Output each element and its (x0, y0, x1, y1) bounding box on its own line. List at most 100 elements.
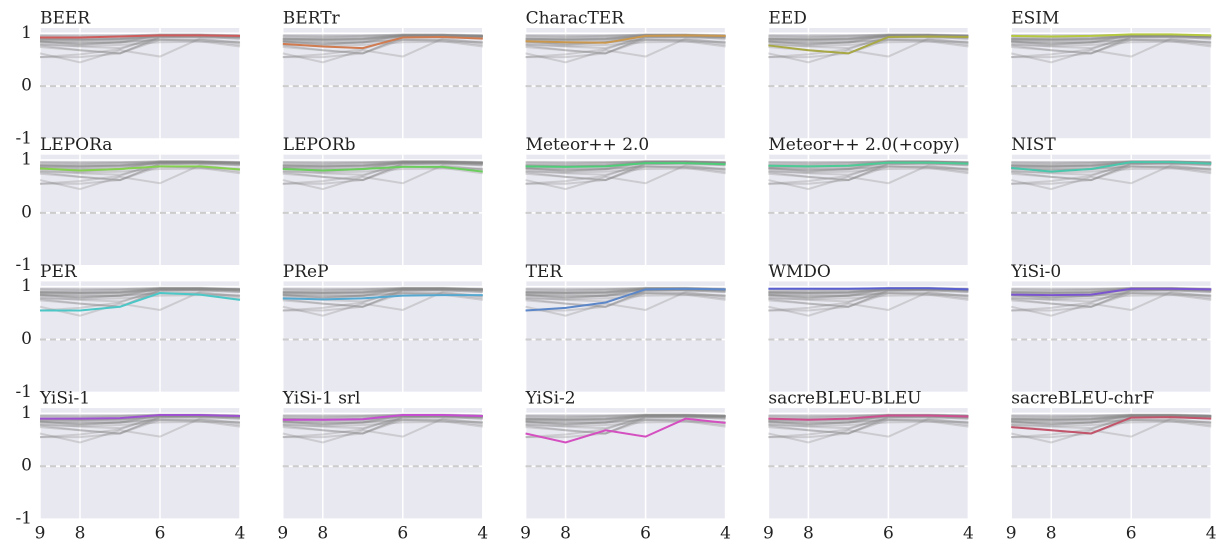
background-line (39, 160, 241, 165)
background-line (282, 288, 483, 308)
background-line (282, 287, 483, 300)
background-line (39, 288, 241, 295)
background-line (282, 287, 483, 292)
x-tick-label: 9 (763, 524, 774, 544)
series-line (1011, 33, 1212, 38)
y-tick-label: -1 (15, 509, 32, 529)
panel-background (282, 408, 483, 520)
background-line (768, 33, 969, 38)
series-line (1011, 161, 1212, 173)
background-line (768, 292, 969, 299)
background-line (39, 162, 241, 182)
background-line (1011, 414, 1212, 423)
panel-title: BERTr (283, 9, 341, 29)
x-tick-label: 8 (317, 524, 328, 544)
background-line (282, 287, 483, 293)
y-tick-label: 1 (21, 23, 32, 43)
x-tick-label: 4 (720, 524, 731, 544)
background-line (525, 289, 726, 308)
panel-title: LEPORb (283, 135, 356, 155)
background-line (282, 34, 483, 43)
background-line (525, 35, 726, 50)
background-line (40, 160, 241, 167)
background-line (282, 287, 483, 295)
background-line (282, 33, 483, 37)
background-line (525, 415, 726, 435)
background-line (39, 35, 241, 55)
background-line (1011, 38, 1212, 59)
panel-title: BEER (40, 9, 91, 29)
background-line (1011, 40, 1212, 47)
x-tick-label: 4 (1206, 524, 1217, 544)
background-line (39, 292, 241, 299)
panel-background (768, 408, 969, 520)
background-line (39, 162, 241, 182)
background-line (282, 288, 483, 295)
panel-background (525, 408, 726, 520)
panel-title: LEPORa (40, 135, 112, 155)
series-line (768, 287, 969, 291)
background-line (525, 416, 726, 435)
background-line (768, 294, 969, 301)
background-line (282, 165, 483, 185)
background-line (39, 420, 240, 428)
background-line (1011, 414, 1212, 421)
background-line (39, 289, 241, 303)
background-line (282, 38, 483, 45)
y-tick-label: 0 (21, 329, 32, 349)
x-tick-label: 8 (75, 524, 86, 544)
background-line (1011, 38, 1212, 45)
background-line (40, 287, 241, 292)
x-tick-label: 8 (560, 524, 571, 544)
background-line (525, 420, 726, 428)
x-tick-label: 9 (520, 524, 531, 544)
background-line (39, 292, 241, 300)
panel-background (1011, 28, 1212, 139)
background-line (39, 161, 241, 168)
background-line (282, 287, 483, 297)
background-line (39, 415, 241, 435)
background-line (39, 419, 241, 427)
series-line (40, 292, 241, 312)
background-line (768, 160, 969, 165)
background-line (39, 415, 241, 422)
panel-background (768, 28, 969, 139)
series-line (525, 162, 726, 168)
background-line (1011, 418, 1212, 425)
background-line (39, 35, 241, 42)
panel-background (768, 281, 969, 393)
series-line (282, 413, 483, 421)
x-tick-label: 6 (397, 524, 408, 544)
series-line (525, 34, 726, 44)
panel-background (40, 154, 240, 266)
background-line (1010, 417, 1212, 444)
panel-title: Meteor++ 2.0 (526, 135, 650, 155)
background-line (525, 165, 726, 173)
background-line (1011, 162, 1212, 182)
background-line (768, 288, 969, 308)
background-line (768, 419, 969, 427)
background-line (525, 294, 726, 301)
background-line (282, 161, 483, 168)
background-line (768, 416, 969, 430)
background-line (768, 33, 969, 37)
background-line (282, 33, 483, 38)
y-tick-label: 1 (21, 149, 32, 169)
background-line (282, 162, 483, 168)
background-line (525, 415, 726, 422)
background-line (39, 416, 241, 435)
background-line (768, 290, 969, 317)
series-line (1011, 287, 1212, 297)
background-line (39, 161, 241, 171)
background-line (1011, 34, 1212, 41)
panel-title: PReP (283, 262, 329, 282)
background-line (525, 161, 726, 166)
background-line (768, 292, 969, 300)
background-line (40, 38, 241, 59)
background-line (1010, 290, 1212, 317)
background-line (525, 290, 726, 317)
background-line (525, 35, 726, 55)
background-line (282, 34, 483, 46)
background-line (282, 37, 483, 64)
background-line (525, 414, 726, 439)
